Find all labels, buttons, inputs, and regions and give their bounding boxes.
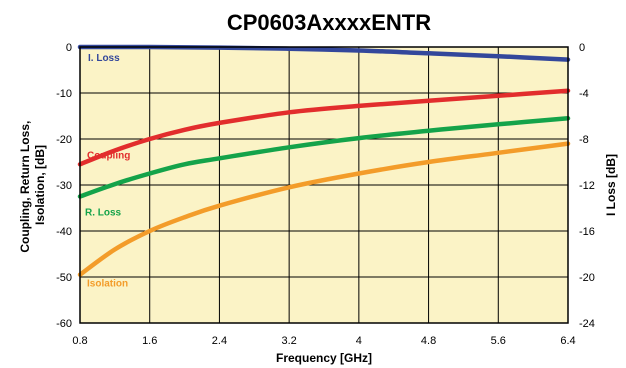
x-tick-labels: 0.8 1.6 2.4 3.2 4 4.8 5.6 6.4 [72, 335, 575, 347]
y-left-tick-label-6: -60 [56, 318, 72, 330]
series-line-r-loss [77, 116, 571, 199]
x-tick-label-0: 0.8 [72, 335, 87, 347]
series-label-coupling: Coupling [87, 150, 130, 161]
x-tick-label-3: 3.2 [281, 335, 296, 347]
y-right-tick-label-5: -20 [579, 272, 595, 284]
x-axis-label: Frequency [GHz] [276, 351, 372, 365]
y-left-axis-label-line1: Coupling, Return Loss, [18, 121, 32, 253]
x-tick-label-4: 4 [356, 335, 362, 347]
y-left-tick-label-3: -30 [56, 180, 72, 192]
y-right-tick-label-1: -4 [579, 88, 589, 100]
y-left-axis-label: Coupling, Return Loss, Isolation, [dB] [18, 117, 47, 252]
series-line-isolation [77, 141, 571, 277]
y-left-tick-labels: 0 -10 -20 -30 -40 -50 -60 [56, 42, 72, 330]
y-right-tick-label-6: -24 [579, 318, 595, 330]
y-left-tick-label-1: -10 [56, 88, 72, 100]
y-right-tick-label-0: 0 [579, 42, 585, 54]
y-right-tick-label-3: -12 [579, 180, 595, 192]
x-tick-label-5: 4.8 [421, 335, 436, 347]
x-tick-label-6: 5.6 [491, 335, 506, 347]
chart-title: CP0603AxxxxENTR [227, 10, 431, 35]
x-tick-label-1: 1.6 [142, 335, 157, 347]
y-right-tick-label-4: -16 [579, 226, 595, 238]
y-right-tick-label-2: -8 [579, 134, 589, 146]
series-label-i-loss: I. Loss [88, 53, 120, 64]
series-label-r-loss: R. Loss [85, 208, 122, 219]
x-tick-label-7: 6.4 [560, 335, 575, 347]
series-line-coupling [77, 88, 571, 167]
y-left-axis-label-line2: Isolation, [dB] [33, 145, 47, 225]
plot-frame [79, 46, 569, 324]
y-left-tick-label-2: -20 [56, 134, 72, 146]
y-right-tick-labels: 0 -4 -8 -12 -16 -20 -24 [579, 42, 595, 330]
y-left-tick-label-4: -40 [56, 226, 72, 238]
y-left-tick-label-0: 0 [66, 42, 72, 54]
series-label-isolation: Isolation [87, 279, 128, 290]
series-labels: I. Loss Coupling R. Loss Isolation [85, 53, 130, 290]
y-right-axis-label: I Loss [dB] [604, 154, 618, 216]
y-left-tick-label-5: -50 [56, 272, 72, 284]
x-tick-label-2: 2.4 [212, 335, 227, 347]
